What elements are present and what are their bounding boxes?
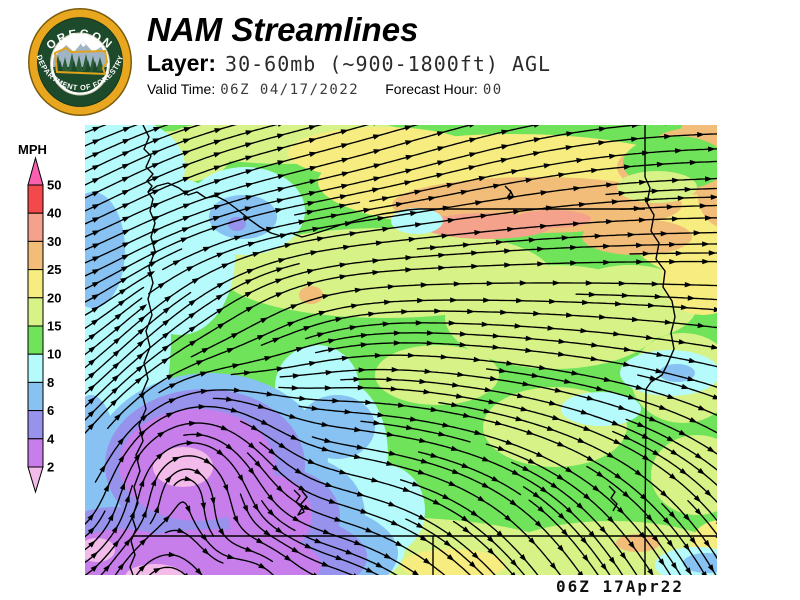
valid-time-label: Valid Time: [147, 81, 216, 98]
streamline-map-svg [85, 125, 717, 575]
streamline [85, 133, 717, 290]
streamline [575, 293, 717, 301]
wind-speed-legend: MPH 50 40 30 25 20 15 10 8 6 4 2 [18, 142, 61, 494]
streamline [100, 455, 316, 575]
logo-trees [54, 53, 104, 73]
streamline [246, 452, 446, 575]
layer-line: Layer: 30-60mb (~900-1800ft) AGL [147, 50, 551, 77]
legend-title: MPH [18, 142, 47, 157]
or-id-border [644, 388, 647, 537]
odf-logo-badge: OREGON DEPARTMENT OF FORESTRY [28, 8, 132, 116]
geography [129, 125, 717, 575]
streamline [164, 529, 224, 564]
streamline [148, 566, 187, 575]
forecast-hour-value: 00 [482, 82, 503, 99]
streamline [586, 465, 693, 575]
page-title: NAM Streamlines [147, 11, 419, 48]
columbia-river [147, 182, 420, 238]
streamline [85, 405, 562, 575]
snake-river [644, 176, 676, 390]
streamline [687, 500, 717, 536]
streamline [260, 310, 717, 346]
svg-text:40: 40 [47, 206, 61, 221]
streamline [315, 342, 717, 388]
streamline-map [85, 125, 717, 575]
streamline [261, 500, 296, 532]
streamline [485, 368, 717, 434]
streamline [522, 486, 611, 575]
streamline [85, 125, 323, 212]
svg-text:30: 30 [47, 234, 61, 249]
streamline [85, 291, 192, 382]
legend-tick-labels: 50 40 30 25 20 15 10 8 6 4 2 [47, 178, 61, 475]
streamline [340, 378, 717, 487]
streamline [85, 263, 300, 408]
svg-text:4: 4 [47, 431, 55, 446]
streamline [107, 299, 717, 430]
streamline [85, 125, 138, 147]
odf-logo: OREGON DEPARTMENT OF FORESTRY [28, 8, 132, 116]
map-timestamp: 06Z 17Apr22 [556, 577, 684, 596]
logo-oregon-outline [53, 46, 109, 76]
streamline [294, 201, 361, 216]
header: NAM Streamlines Layer: 30-60mb (~900-180… [147, 11, 551, 98]
streamline [85, 286, 145, 330]
svg-text:15: 15 [47, 319, 61, 334]
layer-label: Layer: [147, 50, 217, 77]
streamline [612, 430, 717, 504]
svg-text:20: 20 [47, 290, 61, 305]
svg-text:8: 8 [47, 375, 54, 390]
streamline [239, 493, 354, 575]
svg-text:50: 50 [47, 178, 61, 193]
layer-value: 30-60mb (~900-1800ft) AGL [225, 52, 552, 77]
valid-time-line: Valid Time: 06Z 04/17/2022 Forecast Hour… [147, 81, 551, 98]
streamline [212, 397, 624, 575]
svg-text:10: 10 [47, 347, 61, 362]
svg-text:2: 2 [47, 460, 54, 475]
streamline [148, 177, 717, 295]
valid-time-value: 06Z 04/17/2022 [220, 82, 360, 99]
klamath-lake [293, 489, 308, 516]
streamline [190, 282, 717, 358]
svg-text:25: 25 [47, 262, 61, 277]
forecast-hour-label: Forecast Hour: [385, 81, 478, 98]
coastline [129, 125, 156, 575]
svg-text:6: 6 [47, 403, 54, 418]
legend-colorbar [27, 156, 44, 494]
streamline [149, 468, 274, 563]
